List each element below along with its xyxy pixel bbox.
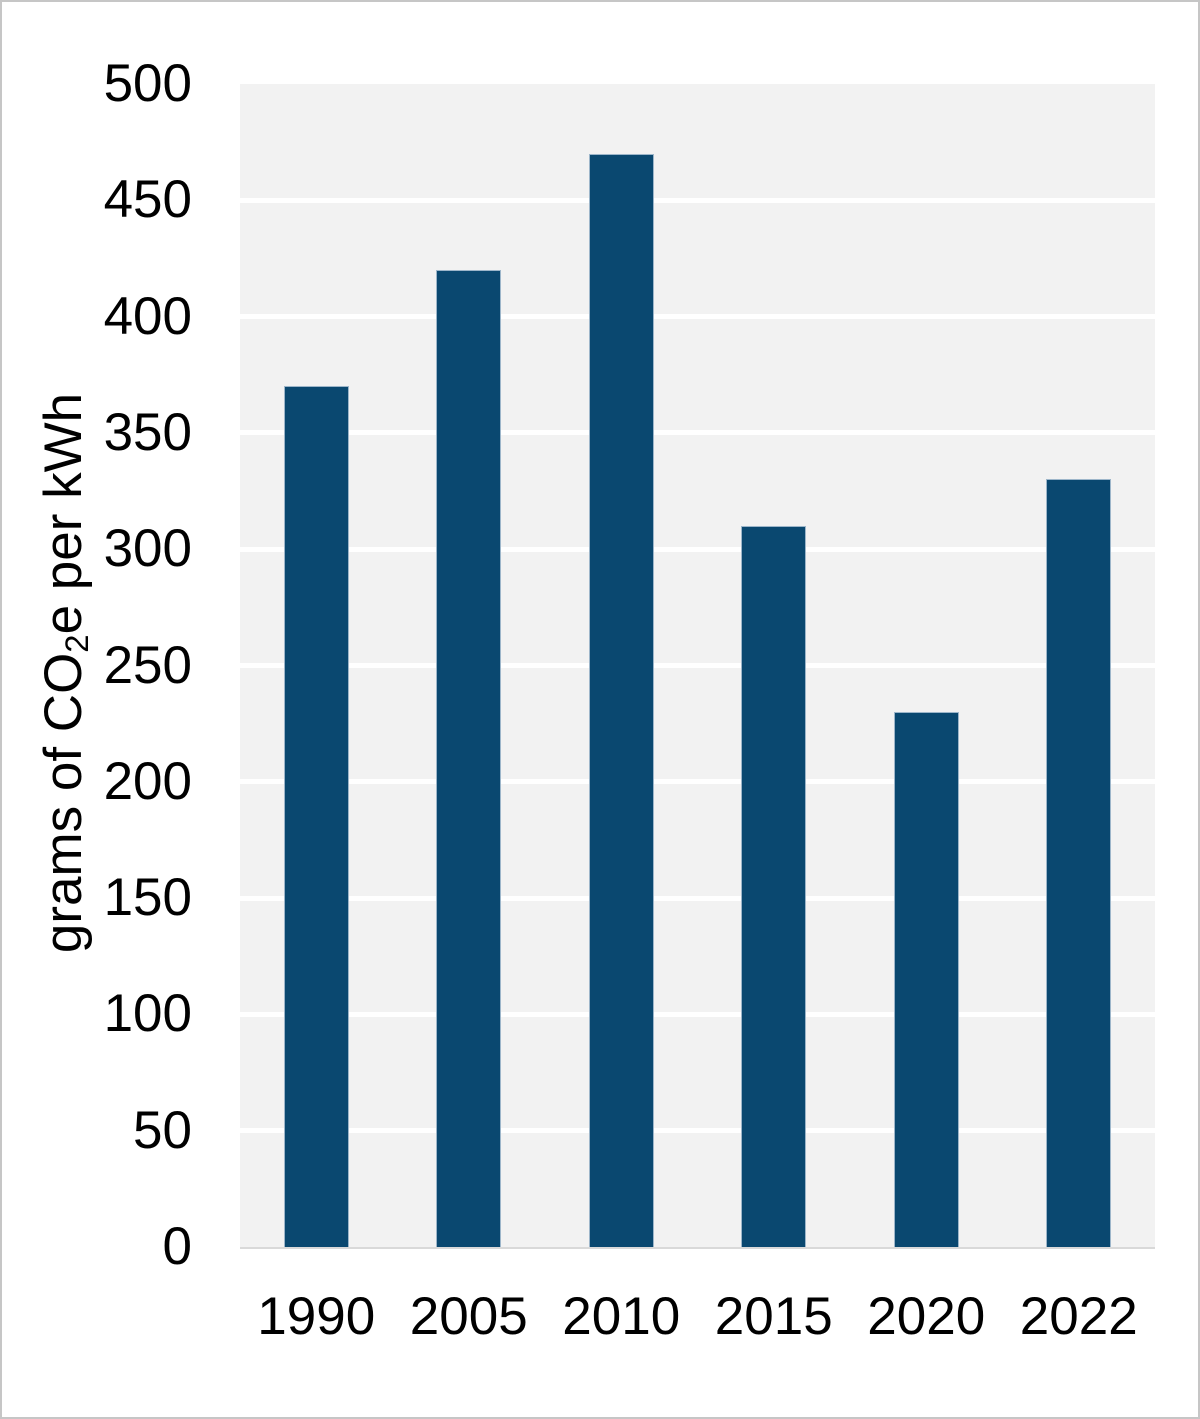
gridline-50 (240, 1128, 1155, 1134)
bar-2005 (436, 270, 502, 1247)
bar-2010 (588, 153, 654, 1247)
bar-2020 (893, 712, 959, 1247)
plot-area (240, 84, 1155, 1249)
bar-2022 (1046, 479, 1112, 1247)
x-tick-label-2015: 2015 (714, 1287, 833, 1346)
y-tick-label-350: 350 (103, 402, 192, 462)
x-tick-label-1990: 1990 (257, 1287, 376, 1346)
bar-2015 (741, 525, 807, 1247)
gridline-250 (240, 663, 1155, 668)
gridline-200 (240, 779, 1155, 785)
y-tick-label-100: 100 (103, 984, 192, 1044)
gridline-300 (240, 546, 1155, 552)
y-tick-label-500: 500 (103, 54, 192, 113)
x-tick-label-2010: 2010 (562, 1287, 681, 1346)
x-tick-label-2020: 2020 (867, 1287, 986, 1346)
gridline-100 (240, 1011, 1155, 1017)
y-tick-label-200: 200 (103, 751, 192, 811)
y-tick-label-0: 0 (162, 1217, 192, 1276)
y-tick-label-250: 250 (103, 635, 192, 695)
gridline-450 (240, 197, 1155, 203)
bar-1990 (283, 386, 349, 1247)
y-tick-label-50: 50 (133, 1100, 192, 1160)
gridline-150 (240, 895, 1155, 901)
gridline-400 (240, 314, 1155, 320)
y-tick-label-450: 450 (103, 170, 192, 230)
y-tick-label-400: 400 (103, 286, 192, 346)
gridline-350 (240, 430, 1155, 436)
x-tick-label-2022: 2022 (1019, 1287, 1138, 1346)
y-tick-label-300: 300 (103, 519, 192, 579)
x-tick-label-2005: 2005 (409, 1287, 528, 1346)
y-tick-label-150: 150 (103, 868, 192, 928)
